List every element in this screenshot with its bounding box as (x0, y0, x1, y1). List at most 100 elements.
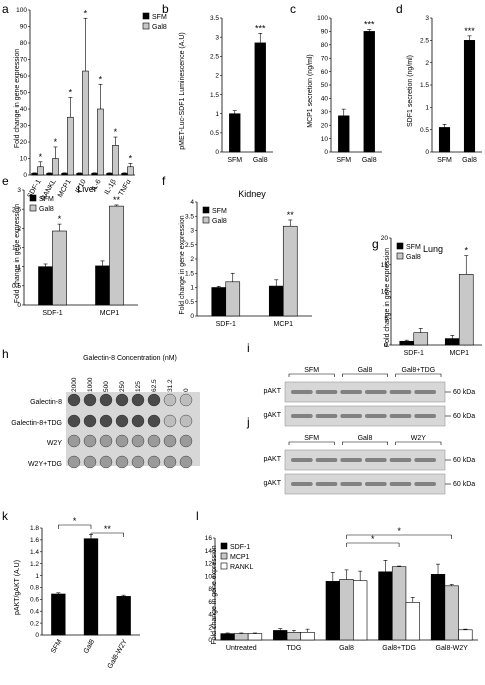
blot-j-marker: 60 kDa (453, 457, 475, 464)
legend-label-f: SFM (212, 208, 227, 215)
blot-j-bracket (288, 441, 335, 445)
concentration-label: 31.2 (167, 379, 174, 392)
category-label-l: TDG (287, 645, 302, 652)
y-axis-label-d: SDF1 secretion (ng/ml) (407, 55, 414, 127)
panel-letter-j: j (246, 415, 250, 429)
y-tick-label-k: 1 (35, 573, 39, 580)
blot-dot (147, 455, 161, 469)
bar-d (438, 127, 451, 153)
bar-f (268, 285, 284, 317)
blot-j-group: Gal8 (358, 435, 373, 442)
bar-l (405, 602, 420, 641)
y-tick-label-e: 1.5 (12, 245, 21, 252)
category-label-k: SFM (50, 638, 64, 654)
category-label-l: Gal8+TDG (382, 645, 416, 652)
category-label-b: SFM (227, 157, 242, 164)
blot-band (365, 482, 387, 486)
blot-dot (99, 414, 113, 428)
y-tick-label-k: 1.8 (30, 525, 39, 532)
blot-band (389, 390, 412, 394)
y-tick-label-f: 0.5 (185, 299, 194, 306)
significance-f: ** (287, 210, 295, 220)
bar-a (97, 108, 104, 176)
category-label-e: MCP1 (100, 310, 120, 317)
blot-dot (67, 414, 81, 428)
concentration-label: 62.5 (151, 379, 158, 392)
y-tick-label-k: 0.2 (30, 620, 39, 627)
y-axis-label-f: Fold change in gene expression (179, 215, 186, 314)
blot-j-row-label: pAKT (263, 456, 281, 463)
y-tick-label-f: 1 (190, 285, 194, 292)
bar-a (106, 173, 113, 176)
legend-label-g: SFM (406, 244, 421, 251)
blot-band (365, 458, 387, 462)
y-tick-label-g: 5 (384, 315, 388, 322)
blot-dot (83, 434, 97, 448)
y-tick-label-a: 10 (20, 156, 28, 163)
bar-l (273, 630, 288, 641)
y-tick-label-g: 0 (384, 342, 388, 349)
chart-title-g: Lung (423, 244, 443, 254)
bar-l (378, 571, 393, 641)
category-label-k: Gal8-W2Y (107, 638, 129, 670)
y-tick-label-e: 0 (17, 302, 21, 309)
y-axis-label-l: Fold change in gene expression (211, 545, 218, 644)
category-label-a: IL-1β (104, 179, 118, 196)
y-tick-label-c: 70 (321, 55, 329, 62)
panel-letter-h: h (2, 347, 9, 361)
blot-band (389, 414, 412, 418)
y-tick-label-b: 1 (215, 111, 219, 118)
chart-e: e Liver 0 0.5 1 1.5 2 2.5 3 Fold change in gene e… (2, 174, 138, 317)
bar-l (353, 580, 368, 641)
y-tick-label-k: 1.6 (30, 537, 39, 544)
bar-l (220, 633, 235, 641)
panel-letter-d: d (396, 2, 403, 16)
blot-band (315, 414, 338, 418)
chart-k: k 0 0.2 0.4 0.6 0.8 1 1.2 1.4 1.6 1.8 pAKT/gAKT (A.… (2, 509, 140, 670)
y-tick-label-a: 0 (23, 172, 27, 179)
blot-band (340, 414, 362, 418)
blot-h-title: Galectin-8 Concentration (nM) (83, 355, 177, 362)
y-tick-label-f: 1.5 (185, 270, 194, 277)
bar-l (339, 579, 354, 641)
y-tick-label-b: 0 (215, 149, 219, 156)
y-axis-label-c: MCP1 secretion (ng/ml) (307, 54, 314, 128)
chart-b: b 0 0.5 1 1.5 2 2.5 3 3.5 pMET-Luc-SDF1 Luminesce… (162, 2, 273, 164)
concentration-label: 250 (119, 381, 126, 392)
blot-dot (99, 455, 113, 469)
y-tick-label-e: 3 (17, 187, 21, 194)
blot-band (365, 390, 387, 394)
blot-j: j SFM Gal8 W2Y pAKT 60 kDa gAKT 60 kDa (246, 415, 475, 495)
bar-a (121, 173, 128, 176)
blot-j-group: W2Y (411, 435, 427, 442)
panel-letter-i: i (247, 341, 250, 355)
bar-f (225, 281, 241, 317)
concentration-label: 125 (135, 381, 142, 392)
panel-letter-g: g (372, 237, 379, 251)
blot-band (315, 390, 338, 394)
blot-dot (115, 393, 129, 407)
y-tick-label-l: 10 (205, 573, 213, 580)
blot-dot (131, 434, 145, 448)
y-tick-label-a: 100 (16, 7, 27, 14)
legend-swatch-l (220, 552, 228, 560)
bracket-label-k: ** (104, 524, 112, 534)
y-tick-label-l: 16 (205, 535, 213, 542)
blot-band (414, 458, 436, 462)
chart-d: d 0 0.5 1 1.5 2 2.5 3 SDF1 secretion (ng/ml) SFM *… (396, 2, 482, 164)
y-tick-label-f: 2 (190, 256, 194, 263)
bar-c (363, 31, 375, 153)
blot-i-marker: 60 kDa (453, 413, 475, 420)
y-tick-label-b: 2 (215, 73, 219, 80)
legend-swatch-a (142, 22, 150, 30)
blot-dot (163, 434, 177, 448)
significance-a: * (39, 152, 43, 162)
y-tick-label-k: 0.4 (30, 608, 39, 615)
significance-a: * (84, 8, 88, 18)
y-tick-label-c: 100 (317, 15, 328, 22)
bar-b (254, 42, 266, 153)
blot-dot (67, 393, 81, 407)
significance-a: * (114, 127, 118, 137)
significance-a: * (129, 153, 133, 163)
bar-a (127, 166, 134, 176)
